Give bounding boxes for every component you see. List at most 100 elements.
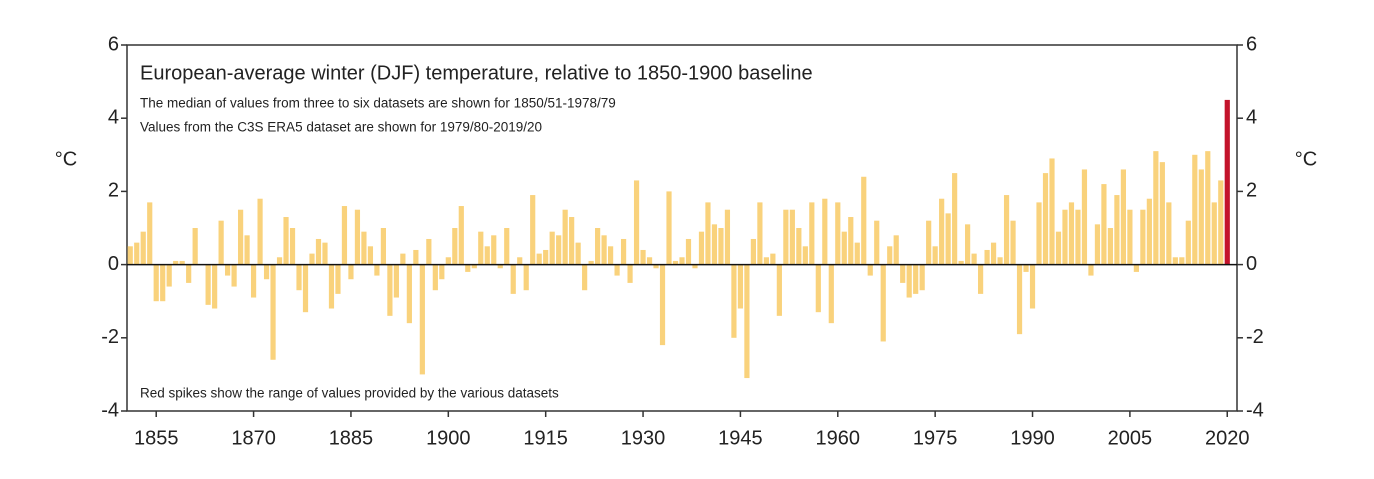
x-tick-label: 2005 [1108,427,1153,449]
bar [919,264,925,291]
y-tick-label: 0 [108,253,119,275]
bar [990,242,997,265]
bar [147,202,153,265]
bar [672,260,679,265]
bar [666,191,672,265]
bar [341,206,348,265]
bar [1224,99,1230,265]
bar [374,264,380,276]
bar [796,228,802,265]
subtitle: Values from the C3S ERA5 dataset are sho… [140,120,542,135]
plot-frame [126,44,1238,412]
x-tick-label: 1975 [913,427,958,449]
bar [802,246,808,265]
bar [257,198,263,265]
bar [1153,151,1159,265]
x-tick-label: 1885 [329,427,374,449]
bar [361,231,367,265]
chart-title: European-average winter (DJF) temperatur… [140,62,813,84]
bar [419,264,425,375]
bar [296,264,302,291]
bar [1049,158,1055,265]
bar [887,246,893,265]
bar [1029,264,1036,309]
bar [426,238,432,265]
bar [380,228,386,265]
bar [978,264,984,294]
bar [984,249,990,265]
bar [608,246,614,265]
bar [893,235,899,265]
bar [809,202,815,265]
bar [250,264,257,298]
y2-tick-label: 4 [1246,106,1257,128]
x-tick-label: 1945 [718,427,763,449]
y2-tick-label: -2 [1246,326,1264,348]
bar [1159,162,1165,265]
bar [828,264,834,324]
bar [601,235,607,265]
bar [646,257,653,265]
bar [192,228,198,265]
bar [1185,220,1191,265]
bar [1166,202,1172,265]
bar [653,264,659,269]
bar [439,264,445,280]
y2-tick-label: 0 [1246,253,1257,275]
bar [1146,198,1152,265]
bar [205,264,211,305]
bar [705,202,711,265]
bar [997,257,1003,265]
bar [692,264,698,269]
bar [698,231,705,265]
bar [770,253,776,265]
bar [913,264,919,294]
bar [328,264,335,309]
y-tick-label: -2 [101,326,119,348]
bar [900,264,906,283]
bar [1133,264,1139,272]
bar [841,231,847,265]
bar [835,202,841,265]
bar [406,264,412,324]
bar [556,235,562,265]
bar [445,257,451,265]
bar [737,264,744,309]
bar [465,264,471,272]
bar [549,231,555,265]
bar [322,242,328,265]
bar [179,260,185,265]
bar [536,253,542,265]
y-axis-label: °C [55,148,77,170]
bar [569,217,575,265]
bar [815,264,821,313]
bar [1023,264,1029,272]
bar [1198,169,1204,265]
bar [1192,154,1198,265]
bar [212,264,218,309]
bar [225,264,231,276]
y-tick-label: 6 [108,33,119,55]
bar [932,246,938,265]
bar [1120,169,1126,265]
bar [926,220,932,265]
bar [588,260,594,265]
y2-tick-label: -4 [1246,399,1264,421]
bar [413,249,419,265]
bar [1179,257,1185,265]
bar [1036,202,1042,265]
bar [1081,169,1088,265]
bar [160,264,166,302]
bar [452,228,458,265]
bar [848,217,854,265]
bar [173,260,179,265]
bar [854,242,860,265]
bar [952,173,958,265]
bar [640,249,646,265]
bar [880,264,886,342]
bar [744,264,750,379]
bar [575,242,581,265]
bar [263,264,270,280]
bar [400,253,406,265]
bar [971,253,977,265]
